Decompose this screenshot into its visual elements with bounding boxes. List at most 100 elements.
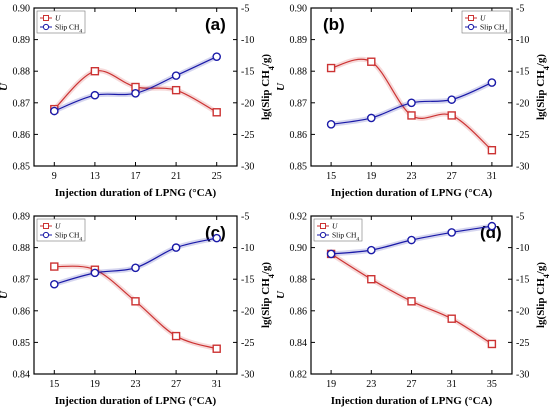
panel-label: (d) xyxy=(480,223,502,242)
y-right-tick-label: -25 xyxy=(516,130,529,141)
x-tick-label: 19 xyxy=(326,379,336,390)
data-point-u xyxy=(487,339,497,349)
data-point-u xyxy=(171,85,181,95)
legend-entry: Slip CH4 xyxy=(332,231,359,243)
y-right-tick-label: -30 xyxy=(516,162,529,173)
y-left-tick-label: 0.88 xyxy=(290,67,308,78)
legend-marker-slip-ch4 xyxy=(42,231,50,239)
chart-panel-d: 19 23 27 31 35 0.82 0.84 0.86 0.88 0.90 0.92 -30 -25… xyxy=(275,212,550,408)
y-left-tick-label: 0.84 xyxy=(13,370,31,381)
y-right-axis-label: lg(Slip CH4/g) xyxy=(535,54,550,120)
legend-entry: Slip CH4 xyxy=(55,23,82,35)
data-point-slip-ch4 xyxy=(90,268,100,278)
x-tick-label: 31 xyxy=(487,171,497,182)
y-right-tick-label: -5 xyxy=(241,4,249,15)
data-point-slip-ch4 xyxy=(487,78,497,87)
y-left-tick-label: 0.88 xyxy=(13,67,31,78)
data-point-u xyxy=(212,108,221,117)
data-point-u xyxy=(447,111,456,120)
y-right-tick-label: -5 xyxy=(241,212,249,223)
panel-label: (b) xyxy=(323,15,345,34)
y-right-tick-label: -15 xyxy=(241,275,254,286)
y-right-tick-label: -20 xyxy=(241,306,254,317)
y-left-axis-label: U xyxy=(275,290,287,299)
x-tick-label: 15 xyxy=(326,171,336,182)
y-right-axis-label: lg(Slip CH4/g) xyxy=(535,262,550,328)
x-tick-label: 17 xyxy=(131,171,141,182)
y-right-axis-label: lg(Slip CH4/g) xyxy=(260,262,276,328)
chart-panel-c: 15 19 23 27 31 0.84 0.85 0.86 0.87 0.88 0.89 -30 -25… xyxy=(0,212,276,408)
chart-panel-a: 9 13 17 21 25 0.85 0.86 0.87 0.88 0.89 0.90 -30 -25 -… xyxy=(0,4,276,200)
y-right-tick-label: -30 xyxy=(241,162,254,173)
x-tick-label: 19 xyxy=(90,379,100,390)
data-point-slip-ch4 xyxy=(131,89,140,98)
legend-entry: Slip CH4 xyxy=(480,23,507,35)
legend-entry: U xyxy=(480,14,486,23)
y-left-axis-label: U xyxy=(0,290,10,299)
x-tick-label: 27 xyxy=(407,379,417,390)
data-point-u xyxy=(326,63,336,73)
x-tick-label: 23 xyxy=(366,379,376,390)
y-right-tick-label: -10 xyxy=(241,243,254,254)
legend-entry: U xyxy=(332,222,338,231)
x-axis-label: Injection duration of LPNG (°CA) xyxy=(331,187,493,199)
y-right-tick-label: -25 xyxy=(516,338,529,349)
y-right-tick-label: -20 xyxy=(241,98,254,109)
data-point-slip-ch4 xyxy=(407,98,416,108)
y-left-tick-label: 0.84 xyxy=(290,338,308,349)
y-left-tick-label: 0.88 xyxy=(13,243,31,254)
data-point-slip-ch4 xyxy=(171,243,181,252)
x-axis-label: Injection duration of LPNG (°CA) xyxy=(55,395,217,407)
legend-entry: Slip CH4 xyxy=(55,231,82,243)
x-tick-label: 35 xyxy=(487,379,497,390)
y-left-tick-label: 0.89 xyxy=(13,35,31,46)
y-right-tick-label: -15 xyxy=(516,67,529,78)
x-tick-label: 23 xyxy=(131,379,141,390)
x-axis-label: Injection duration of LPNG (°CA) xyxy=(55,187,217,199)
x-tick-label: 15 xyxy=(49,379,59,390)
y-left-axis-label: U xyxy=(275,82,287,91)
y-left-tick-label: 0.82 xyxy=(290,370,308,381)
y-right-tick-label: -5 xyxy=(516,4,524,15)
data-point-u xyxy=(447,314,456,323)
y-left-tick-label: 0.87 xyxy=(13,275,31,286)
data-point-u xyxy=(407,297,416,306)
y-right-tick-label: -20 xyxy=(516,306,529,317)
y-left-tick-label: 0.87 xyxy=(290,98,308,109)
x-tick-label: 9 xyxy=(52,171,57,182)
y-left-tick-label: 0.88 xyxy=(290,275,308,286)
y-left-tick-label: 0.90 xyxy=(13,4,31,15)
legend-marker-u xyxy=(320,223,326,229)
data-point-slip-ch4 xyxy=(50,279,59,289)
y-left-tick-label: 0.90 xyxy=(290,243,308,254)
data-point-slip-ch4 xyxy=(90,90,100,100)
legend-marker-slip-ch4 xyxy=(319,231,327,239)
legend-marker-slip-ch4 xyxy=(42,23,50,31)
y-left-tick-label: 0.87 xyxy=(13,98,31,109)
y-right-tick-label: -25 xyxy=(241,338,254,349)
x-axis-label: Injection duration of LPNG (°CA) xyxy=(331,395,493,407)
data-point-slip-ch4 xyxy=(326,119,336,129)
x-tick-label: 21 xyxy=(171,171,181,182)
data-point-u xyxy=(367,275,376,284)
chart-panel-b: 15 19 23 27 31 0.85 0.86 0.87 0.88 0.89 0.90 -30 -25… xyxy=(275,4,550,200)
x-tick-label: 19 xyxy=(366,171,376,182)
data-point-slip-ch4 xyxy=(407,235,416,245)
y-left-tick-label: 0.85 xyxy=(290,162,308,173)
data-point-slip-ch4 xyxy=(212,233,221,243)
y-left-tick-label: 0.85 xyxy=(13,162,31,173)
data-point-u xyxy=(487,145,497,155)
y-left-tick-label: 0.90 xyxy=(290,4,308,15)
data-point-slip-ch4 xyxy=(131,263,140,273)
y-right-tick-label: -30 xyxy=(516,370,529,381)
y-left-tick-label: 0.89 xyxy=(13,212,31,223)
y-left-tick-label: 0.85 xyxy=(13,338,31,349)
data-point-u xyxy=(50,262,59,271)
x-tick-label: 27 xyxy=(447,171,457,182)
x-tick-label: 27 xyxy=(171,379,181,390)
y-left-tick-label: 0.86 xyxy=(13,130,31,141)
panel-label: (a) xyxy=(205,15,226,34)
y-right-tick-label: -5 xyxy=(516,212,524,223)
data-point-slip-ch4 xyxy=(212,52,221,61)
